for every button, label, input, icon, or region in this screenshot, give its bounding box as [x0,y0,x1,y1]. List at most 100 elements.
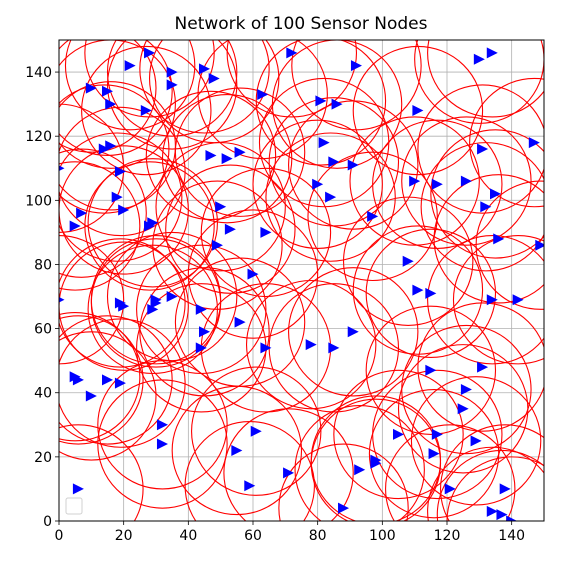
range-circle [59,424,144,521]
sensor-node-marker [195,303,207,315]
range-circle [288,267,419,397]
range-circle [59,312,141,442]
sensor-node-marker [166,79,178,91]
sensor-node-marker [409,175,421,187]
x-tick-label: 80 [309,528,327,544]
sensor-nodes [59,47,544,521]
sensor-node-marker [506,515,518,521]
x-tick-label: 140 [498,528,525,544]
sensor-node-marker [166,291,178,303]
range-circle [59,84,170,214]
legend-box [65,497,83,515]
sensor-node-marker [305,339,317,351]
y-tick-label: 80 [34,257,52,273]
range-circle [420,142,544,272]
range-circle [278,443,409,521]
range-circle [59,331,157,461]
range-circle [59,318,186,448]
range-circle [252,119,383,249]
range-circle [433,174,544,304]
sensor-node-marker [325,191,337,203]
sensor-node-marker [124,60,136,72]
sensor-node-marker [195,342,207,354]
sensor-node-marker [528,137,540,149]
range-circle [106,231,238,362]
range-circle [59,238,186,368]
range-circle [59,132,183,262]
chart-title: Network of 100 Sensor Nodes [175,14,428,34]
sensor-node-marker [367,210,379,222]
sensor-node-marker [315,95,327,107]
range-circle [200,167,332,298]
range-circle [97,360,228,490]
range-circle [165,164,296,294]
range-circle [469,77,544,208]
sensor-node-marker [140,105,152,117]
range-circle [352,225,484,355]
sensor-node-marker [118,204,130,216]
range-circle [427,446,544,521]
range-circle [59,235,125,365]
sensor-node-marker [347,326,359,338]
x-tick-label: 60 [244,528,262,544]
range-circle [417,302,544,432]
range-circle [397,344,529,474]
range-circle [145,90,277,221]
sensor-node-marker [260,226,272,238]
range-circle [436,449,544,521]
x-axis-ticks: 0 20 40 60 80 100 120 140 [55,521,525,544]
range-circle [294,405,425,521]
sensor-node-marker [208,72,220,84]
sensor-node-marker [318,137,330,149]
sensor-node-marker [156,438,168,450]
sensor-node-marker [425,364,437,376]
range-circle [440,424,544,521]
sensor-node-marker [486,505,498,517]
range-circle [446,456,544,521]
sensor-node-marker [431,428,443,440]
sensor-node-marker [512,294,524,306]
sensor-node-marker [393,428,404,440]
range-circle [197,40,328,160]
range-circle [59,148,147,278]
sensor-node-marker [286,47,298,59]
sensor-node-marker [328,156,340,168]
sensor-node-marker [147,303,159,315]
y-axis-ticks: 0 20 40 60 80 100 120 140 [25,65,59,530]
range-circle [84,161,215,291]
range-circle [191,366,322,496]
sensor-node-marker [72,483,84,495]
sensor-node-marker [480,201,492,213]
range-circle [307,151,438,282]
range-circle [342,196,474,326]
range-circle [226,40,357,118]
y-tick-label: 140 [25,65,52,81]
x-tick-label: 100 [369,528,396,544]
range-circle [410,376,542,506]
sensor-node-marker [205,149,217,161]
range-circle [59,315,173,445]
sensor-node-marker [312,178,324,190]
sensor-node-marker [490,188,501,200]
range-circle [59,161,141,291]
sensor-node-marker [247,268,259,280]
x-tick-label: 20 [115,528,133,544]
sensor-node-marker [477,143,489,155]
sensor-node-marker [221,153,233,165]
sensor-node-marker [493,233,505,245]
sensor-node-marker [328,342,340,354]
sensor-node-marker [156,419,168,431]
sensor-node-marker [473,53,485,65]
sensor-node-marker [402,255,414,267]
range-circle [265,132,396,262]
sensor-node-marker [59,296,65,303]
y-tick-label: 0 [43,514,52,530]
range-circle [401,116,532,246]
y-tick-label: 20 [34,450,52,466]
range-circle [223,408,354,521]
sensor-node-marker [199,63,210,75]
sensor-node-marker [105,98,117,110]
range-circle [414,40,544,124]
